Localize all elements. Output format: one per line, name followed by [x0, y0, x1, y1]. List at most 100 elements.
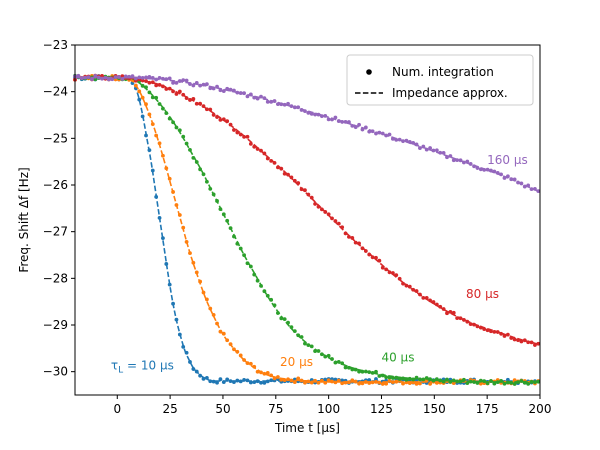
integration-point: [144, 79, 148, 84]
integration-point: [475, 324, 480, 329]
x-tick-label: 200: [529, 402, 552, 416]
integration-point: [387, 379, 392, 383]
integration-point: [421, 295, 426, 300]
integration-point: [191, 260, 196, 265]
integration-point: [387, 375, 392, 380]
integration-point: [164, 77, 169, 82]
integration-point: [536, 341, 541, 346]
integration-point: [198, 167, 203, 172]
integration-point: [276, 102, 280, 107]
integration-point: [177, 213, 182, 217]
integration-point: [292, 380, 297, 384]
integration-point: [93, 74, 98, 78]
integration-point: [455, 379, 460, 384]
integration-point: [218, 118, 223, 122]
integration-point: [248, 141, 253, 146]
integration-point: [485, 381, 490, 386]
x-tick-label: 0: [113, 402, 121, 416]
integration-point: [475, 381, 480, 385]
integration-point: [350, 367, 355, 372]
integration-point: [404, 283, 409, 288]
integration-point: [296, 181, 301, 185]
integration-point: [255, 96, 260, 101]
integration-point: [276, 311, 280, 315]
integration-point: [235, 241, 240, 246]
integration-point: [255, 369, 260, 374]
integration-point: [113, 75, 118, 79]
integration-point: [516, 180, 520, 185]
integration-point: [276, 165, 280, 170]
integration-point: [279, 316, 284, 321]
integration-point: [211, 192, 216, 197]
integration-point: [462, 160, 466, 165]
integration-point: [319, 114, 324, 119]
integration-point: [225, 218, 230, 223]
integration-point: [390, 136, 395, 141]
integration-point: [343, 120, 348, 124]
integration-point: [350, 378, 355, 383]
integration-point: [509, 380, 514, 385]
integration-point: [150, 168, 155, 173]
integration-point: [242, 253, 246, 258]
integration-point: [211, 86, 216, 91]
integration-point: [272, 160, 277, 165]
integration-point: [455, 158, 460, 163]
integration-point: [238, 132, 243, 137]
integration-point: [353, 379, 358, 384]
integration-point: [309, 380, 314, 385]
integration-point: [533, 343, 537, 347]
integration-point: [512, 337, 517, 342]
integration-point: [171, 301, 175, 306]
integration-point: [512, 382, 517, 386]
integration-point: [475, 166, 480, 170]
integration-point: [144, 133, 148, 138]
integration-point: [319, 207, 324, 212]
integration-point: [404, 377, 409, 382]
integration-point: [485, 328, 490, 333]
integration-point: [367, 370, 372, 374]
integration-point: [326, 117, 331, 122]
integration-point: [465, 319, 470, 324]
integration-point: [221, 89, 226, 93]
integration-point: [441, 150, 446, 155]
integration-point: [157, 82, 162, 87]
integration-point: [286, 101, 290, 106]
integration-point: [150, 122, 155, 127]
x-tick-label: 75: [268, 402, 283, 416]
integration-point: [208, 379, 213, 384]
integration-point: [252, 144, 257, 149]
integration-point: [482, 167, 487, 172]
integration-point: [191, 156, 196, 160]
integration-point: [248, 361, 253, 366]
integration-point: [215, 84, 219, 89]
integration-point: [431, 300, 436, 304]
integration-point: [235, 378, 240, 383]
integration-point: [140, 75, 145, 80]
integration-point: [208, 186, 213, 191]
integration-point: [157, 75, 162, 80]
integration-point: [140, 83, 145, 88]
integration-point: [343, 365, 348, 370]
integration-point: [363, 380, 368, 384]
integration-point: [360, 246, 365, 251]
integration-point: [235, 90, 240, 95]
integration-point: [150, 76, 155, 80]
integration-point: [164, 166, 169, 171]
integration-point: [201, 82, 206, 87]
integration-point: [181, 345, 186, 349]
integration-point: [215, 115, 219, 119]
integration-point: [421, 377, 426, 382]
integration-point: [499, 172, 504, 177]
integration-point: [502, 176, 507, 180]
integration-point: [367, 378, 372, 382]
integration-point: [90, 77, 94, 82]
integration-point: [401, 139, 405, 144]
integration-point: [292, 329, 297, 334]
integration-point: [394, 379, 399, 384]
integration-point: [363, 369, 368, 374]
integration-point: [147, 148, 152, 153]
integration-point: [340, 120, 345, 124]
integration-point: [374, 131, 378, 136]
integration-point: [347, 235, 351, 239]
integration-point: [154, 194, 159, 199]
